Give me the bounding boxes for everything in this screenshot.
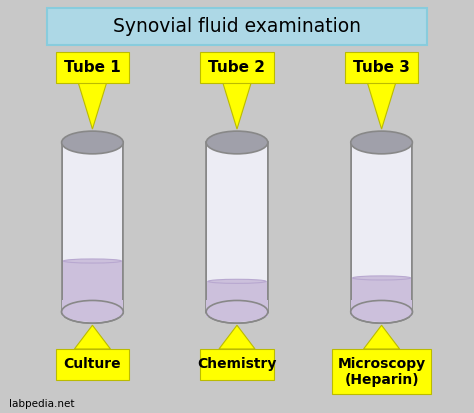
Polygon shape bbox=[367, 83, 396, 129]
Bar bbox=[206, 281, 268, 318]
Bar bbox=[351, 142, 412, 312]
Text: Tube 1: Tube 1 bbox=[64, 59, 121, 75]
Bar bbox=[206, 142, 207, 301]
Bar bbox=[267, 142, 268, 301]
FancyBboxPatch shape bbox=[47, 8, 427, 45]
Text: Synovial fluid examination: Synovial fluid examination bbox=[113, 17, 361, 36]
Polygon shape bbox=[78, 83, 107, 129]
Ellipse shape bbox=[353, 276, 410, 280]
Text: Culture: Culture bbox=[64, 358, 121, 371]
Bar bbox=[62, 142, 63, 301]
Ellipse shape bbox=[206, 301, 268, 323]
Bar bbox=[62, 142, 123, 312]
Ellipse shape bbox=[62, 131, 123, 154]
Bar bbox=[206, 142, 268, 312]
FancyBboxPatch shape bbox=[56, 52, 129, 83]
Polygon shape bbox=[223, 83, 251, 129]
Text: Tube 2: Tube 2 bbox=[209, 59, 265, 75]
FancyBboxPatch shape bbox=[200, 52, 274, 83]
Bar bbox=[411, 142, 412, 301]
Text: labpedia.net: labpedia.net bbox=[9, 399, 75, 409]
Ellipse shape bbox=[62, 301, 123, 323]
FancyBboxPatch shape bbox=[332, 349, 431, 394]
Polygon shape bbox=[74, 325, 110, 349]
Ellipse shape bbox=[62, 301, 123, 322]
FancyBboxPatch shape bbox=[56, 349, 129, 380]
Ellipse shape bbox=[208, 279, 266, 283]
Bar bbox=[62, 261, 123, 318]
Bar bbox=[351, 142, 352, 301]
Ellipse shape bbox=[206, 301, 268, 322]
Text: Tube 3: Tube 3 bbox=[353, 59, 410, 75]
Polygon shape bbox=[219, 325, 255, 349]
Ellipse shape bbox=[351, 301, 412, 323]
Ellipse shape bbox=[206, 131, 268, 154]
FancyBboxPatch shape bbox=[200, 349, 274, 380]
FancyBboxPatch shape bbox=[345, 52, 418, 83]
Ellipse shape bbox=[351, 301, 412, 322]
Polygon shape bbox=[364, 325, 400, 349]
Bar bbox=[351, 278, 412, 318]
Ellipse shape bbox=[351, 131, 412, 154]
Text: Chemistry: Chemistry bbox=[197, 358, 277, 371]
Ellipse shape bbox=[64, 259, 121, 263]
Text: Microscopy
(Heparin): Microscopy (Heparin) bbox=[337, 356, 426, 387]
Bar bbox=[122, 142, 123, 301]
